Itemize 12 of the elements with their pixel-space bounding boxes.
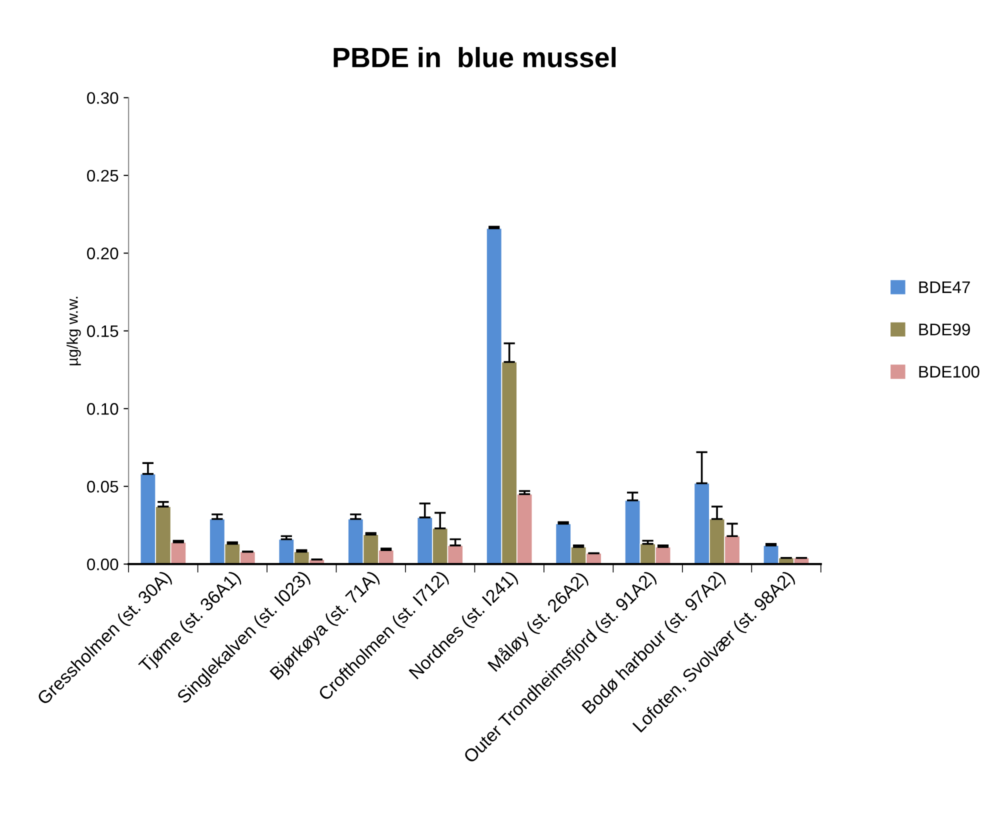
y-tick-label: 0.00 [87, 558, 118, 570]
legend-label: BDE99 [919, 324, 970, 336]
legend-label: BDE47 [919, 281, 970, 293]
y-tick-label: 0.05 [87, 480, 118, 493]
chart-title: PBDE in blue mussel [334, 46, 616, 68]
y-axis-title: µg/kg w.w. [66, 296, 81, 366]
y-tick-label: 0.30 [87, 92, 118, 104]
y-tick-label: 0.25 [87, 170, 118, 182]
y-tick-label: 0.10 [87, 403, 118, 415]
legend-label: BDE100 [919, 366, 980, 378]
y-tick-label: 0.20 [87, 248, 118, 260]
y-tick-label: 0.15 [87, 325, 118, 338]
